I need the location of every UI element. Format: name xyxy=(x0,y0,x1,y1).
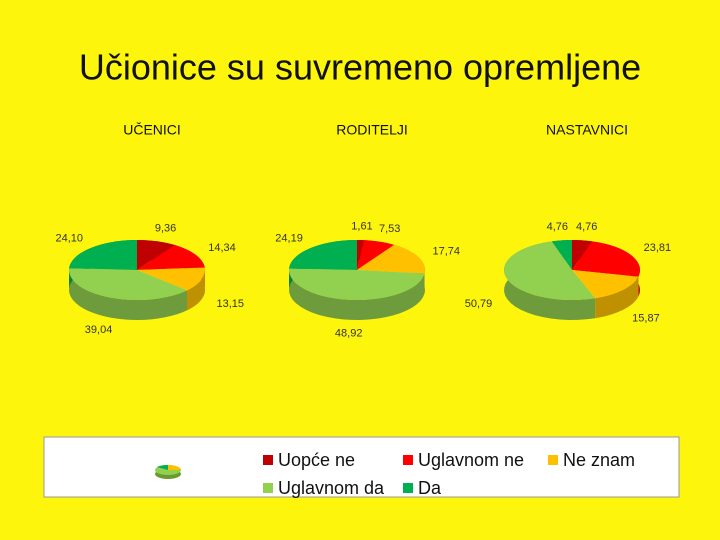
slice-side xyxy=(186,267,205,311)
legend-icon xyxy=(155,464,181,479)
slice xyxy=(572,270,639,299)
value-label: 17,74 xyxy=(432,245,460,257)
slice xyxy=(572,241,641,277)
value-label: 50,79 xyxy=(465,298,493,310)
legend-label: Uglavnom ne xyxy=(418,450,524,470)
legend-label: Da xyxy=(418,478,442,498)
legend-label: Uopće ne xyxy=(278,450,355,470)
legend-box xyxy=(43,436,680,498)
slice xyxy=(289,240,357,270)
slice-side xyxy=(289,268,425,320)
slice xyxy=(503,241,596,301)
legend-label: Uglavnom da xyxy=(278,478,385,498)
slice xyxy=(357,240,364,270)
chart-title: NASTAVNICI xyxy=(546,122,628,138)
value-label: 1,61 xyxy=(351,220,372,232)
slice xyxy=(551,240,572,270)
slice xyxy=(289,268,425,301)
legend-swatch xyxy=(403,455,413,465)
legend-swatch xyxy=(263,455,273,465)
value-label: 13,15 xyxy=(216,298,244,310)
slice xyxy=(137,267,206,291)
slice xyxy=(69,268,187,300)
legend-swatch xyxy=(263,483,273,493)
slice-side xyxy=(69,268,187,320)
chart-title: UČENICI xyxy=(123,122,181,138)
legend-label: Ne znam xyxy=(563,450,635,470)
value-label: 9,36 xyxy=(155,222,176,234)
value-label: 15,87 xyxy=(632,313,660,325)
slice xyxy=(69,240,137,270)
slice-side xyxy=(595,276,639,319)
slice xyxy=(137,240,175,270)
slice xyxy=(137,245,205,270)
value-label: 14,34 xyxy=(208,242,236,254)
slice xyxy=(357,240,394,270)
value-label: 24,19 xyxy=(275,232,303,244)
slice xyxy=(357,244,425,274)
chart-title: RODITELJI xyxy=(336,122,408,138)
value-label: 48,92 xyxy=(335,327,363,339)
legend-swatch xyxy=(548,455,558,465)
legend-swatch xyxy=(403,483,413,493)
value-label: 4,76 xyxy=(547,221,568,233)
slide-title: Učionice su suvremeno opremljene xyxy=(79,47,641,88)
value-label: 24,10 xyxy=(56,232,84,244)
value-label: 23,81 xyxy=(644,242,672,254)
slice xyxy=(572,240,593,270)
value-label: 7,53 xyxy=(379,223,400,235)
value-label: 39,04 xyxy=(85,324,113,336)
value-label: 4,76 xyxy=(576,221,597,233)
